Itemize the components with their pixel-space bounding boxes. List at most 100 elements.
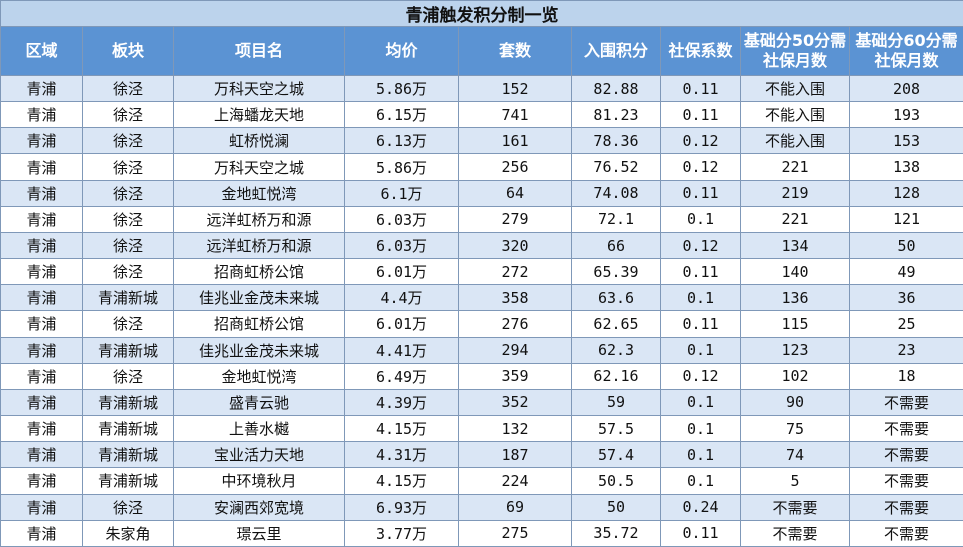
- cell-cutoff-score: 57.5: [571, 415, 661, 443]
- cell-sector: 徐泾: [82, 127, 174, 155]
- cell-months-60: 不需要: [848, 467, 963, 495]
- cell-avg-price: 4.31万: [344, 441, 459, 469]
- cell-months-50: 5: [740, 467, 850, 495]
- table-row: 青浦 徐泾 上海蟠龙天地 6.15万 741 81.23 0.11 不能入围 193: [0, 101, 963, 129]
- cell-avg-price: 3.77万: [344, 519, 459, 547]
- cell-project: 万科天空之城: [173, 74, 345, 103]
- cell-units: 276: [458, 310, 572, 338]
- table-body: 青浦 徐泾 万科天空之城 5.86万 152 82.88 0.11 不能入围 208 青浦 徐泾 上海…: [0, 74, 963, 547]
- cell-cutoff-score: 57.4: [571, 441, 661, 469]
- cell-social-coef: 0.1: [660, 441, 741, 469]
- cell-social-coef: 0.11: [660, 101, 741, 129]
- cell-months-60: 25: [848, 310, 963, 338]
- cell-project: 金地虹悦湾: [173, 362, 345, 390]
- cell-cutoff-score: 62.65: [571, 310, 661, 338]
- cell-social-coef: 0.12: [660, 127, 741, 155]
- cell-months-50: 90: [740, 388, 850, 417]
- cell-project: 虹桥悦澜: [173, 127, 345, 155]
- cell-sector: 青浦新城: [82, 467, 174, 495]
- header-project: 项目名: [173, 26, 345, 76]
- cell-months-60: 121: [848, 205, 963, 233]
- cell-months-60: 153: [848, 127, 963, 155]
- cell-months-60: 128: [848, 179, 963, 207]
- cell-avg-price: 6.01万: [344, 258, 459, 286]
- cell-cutoff-score: 63.6: [571, 284, 661, 312]
- cell-months-60: 不需要: [848, 493, 963, 521]
- cell-months-60: 23: [848, 336, 963, 364]
- cell-sector: 徐泾: [82, 258, 174, 286]
- cell-months-60: 193: [848, 101, 963, 129]
- table-row: 青浦 朱家角 璟云里 3.77万 275 35.72 0.11 不需要 不需要: [0, 519, 963, 547]
- cell-cutoff-score: 66: [571, 231, 661, 260]
- table-row: 青浦 徐泾 招商虹桥公馆 6.01万 276 62.65 0.11 115 25: [0, 310, 963, 338]
- cell-social-coef: 0.1: [660, 336, 741, 364]
- cell-district: 青浦: [0, 336, 83, 364]
- cell-months-50: 219: [740, 179, 850, 207]
- cell-project: 远洋虹桥万和源: [173, 231, 345, 260]
- header-district: 区域: [0, 26, 83, 76]
- cell-avg-price: 6.03万: [344, 205, 459, 233]
- cell-project: 盛青云驰: [173, 388, 345, 417]
- table-row: 青浦 徐泾 金地虹悦湾 6.1万 64 74.08 0.11 219 128: [0, 179, 963, 207]
- cell-sector: 徐泾: [82, 153, 174, 181]
- cell-avg-price: 6.1万: [344, 179, 459, 207]
- cell-social-coef: 0.12: [660, 362, 741, 390]
- cell-units: 161: [458, 127, 572, 155]
- table-row: 青浦 青浦新城 中环境秋月 4.15万 224 50.5 0.1 5 不需要: [0, 467, 963, 495]
- cell-project: 宝业活力天地: [173, 441, 345, 469]
- cell-district: 青浦: [0, 519, 83, 547]
- cell-cutoff-score: 76.52: [571, 153, 661, 181]
- cell-social-coef: 0.1: [660, 467, 741, 495]
- cell-sector: 徐泾: [82, 362, 174, 390]
- cell-sector: 徐泾: [82, 101, 174, 129]
- cell-cutoff-score: 78.36: [571, 127, 661, 155]
- header-months-50: 基础分50分需社保月数: [740, 26, 850, 76]
- cell-social-coef: 0.11: [660, 519, 741, 547]
- cell-cutoff-score: 59: [571, 388, 661, 417]
- header-sector: 板块: [82, 26, 174, 76]
- cell-cutoff-score: 82.88: [571, 74, 661, 103]
- cell-sector: 青浦新城: [82, 441, 174, 469]
- cell-sector: 朱家角: [82, 519, 174, 547]
- cell-social-coef: 0.11: [660, 258, 741, 286]
- cell-months-50: 115: [740, 310, 850, 338]
- cell-avg-price: 6.15万: [344, 101, 459, 129]
- cell-district: 青浦: [0, 127, 83, 155]
- cell-months-50: 134: [740, 231, 850, 260]
- cell-avg-price: 6.49万: [344, 362, 459, 390]
- table-row: 青浦 徐泾 万科天空之城 5.86万 152 82.88 0.11 不能入围 208: [0, 74, 963, 103]
- cell-project: 中环境秋月: [173, 467, 345, 495]
- cell-avg-price: 6.13万: [344, 127, 459, 155]
- cell-project: 佳兆业金茂未来城: [173, 336, 345, 364]
- cell-sector: 徐泾: [82, 74, 174, 103]
- cell-social-coef: 0.1: [660, 415, 741, 443]
- cell-project: 上善水樾: [173, 415, 345, 443]
- cell-district: 青浦: [0, 310, 83, 338]
- cell-months-60: 不需要: [848, 415, 963, 443]
- cell-project: 璟云里: [173, 519, 345, 547]
- table-title: 青浦触发积分制一览: [0, 0, 963, 27]
- cell-cutoff-score: 62.3: [571, 336, 661, 364]
- cell-units: 294: [458, 336, 572, 364]
- table-row: 青浦 青浦新城 盛青云驰 4.39万 352 59 0.1 90 不需要: [0, 388, 963, 417]
- cell-avg-price: 4.15万: [344, 467, 459, 495]
- cell-avg-price: 4.15万: [344, 415, 459, 443]
- cell-district: 青浦: [0, 284, 83, 312]
- header-units: 套数: [458, 26, 572, 76]
- cell-months-60: 208: [848, 74, 963, 103]
- cell-months-50: 不需要: [740, 493, 850, 521]
- table-row: 青浦 徐泾 金地虹悦湾 6.49万 359 62.16 0.12 102 18: [0, 362, 963, 390]
- table-row: 青浦 徐泾 招商虹桥公馆 6.01万 272 65.39 0.11 140 49: [0, 258, 963, 286]
- cell-district: 青浦: [0, 388, 83, 417]
- cell-district: 青浦: [0, 441, 83, 469]
- cell-units: 69: [458, 493, 572, 521]
- cell-avg-price: 6.03万: [344, 231, 459, 260]
- cell-project: 招商虹桥公馆: [173, 258, 345, 286]
- cell-avg-price: 4.41万: [344, 336, 459, 364]
- cell-sector: 青浦新城: [82, 415, 174, 443]
- cell-months-60: 不需要: [848, 519, 963, 547]
- cell-units: 224: [458, 467, 572, 495]
- cell-avg-price: 4.39万: [344, 388, 459, 417]
- cell-units: 741: [458, 101, 572, 129]
- table-row: 青浦 徐泾 虹桥悦澜 6.13万 161 78.36 0.12 不能入围 153: [0, 127, 963, 155]
